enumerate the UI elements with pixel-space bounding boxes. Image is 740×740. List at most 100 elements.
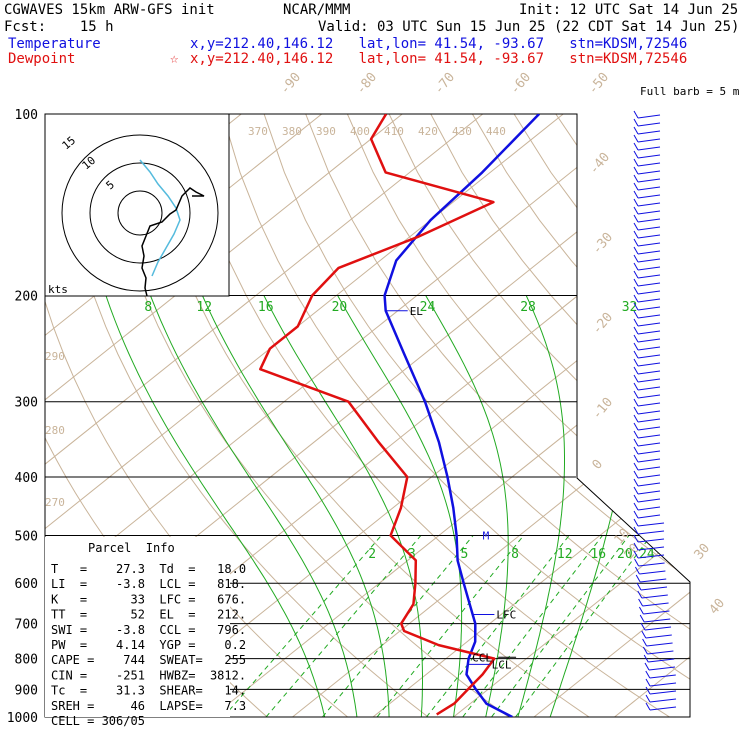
wind-barb-flag <box>633 470 639 479</box>
wind-barb <box>637 474 661 479</box>
wind-barb-flag <box>633 182 639 191</box>
dry-adiabat-line <box>513 114 690 717</box>
wind-barb-flag <box>633 414 639 423</box>
mixing-ratio-line <box>376 535 525 717</box>
theta-label-370: 370 <box>248 125 268 138</box>
isotherm-line <box>614 114 690 717</box>
isotherm-label--60: -60 <box>508 70 535 98</box>
wind-barb-flag <box>638 598 644 607</box>
isotherm-label--10: -10 <box>590 395 617 423</box>
mixing-label-5: 5 <box>460 547 468 562</box>
mixing-label-16: 16 <box>590 547 606 562</box>
level-marker-LCL: LCL <box>492 658 512 671</box>
level-marker-EL: EL <box>410 305 424 318</box>
wind-barb <box>647 650 674 655</box>
mixing-ratio-line <box>462 535 603 717</box>
mixing-label-20: 20 <box>617 547 633 562</box>
pressure-label-1000: 1000 <box>7 711 38 726</box>
wind-barb-flag <box>633 534 639 543</box>
isotherm-label--30: -30 <box>590 230 617 258</box>
wind-barb-flag <box>633 254 639 263</box>
wind-barb <box>637 458 661 463</box>
mixing-label-8: 8 <box>511 547 519 562</box>
wind-barb-flag <box>633 222 639 231</box>
isotherm-label--20: -20 <box>590 310 617 338</box>
wind-barb-flag <box>633 270 639 279</box>
theta-label-390: 390 <box>316 125 336 138</box>
wind-barb-flag <box>645 686 651 695</box>
theta-label-410: 410 <box>384 125 404 138</box>
forecast-hour: Fcst: 15 h <box>4 19 114 35</box>
wind-barb <box>637 186 661 191</box>
wind-barb-flag <box>633 438 639 447</box>
sounding-profiles <box>259 114 540 717</box>
dry-adiabat-line <box>471 114 690 717</box>
wind-barb <box>637 490 661 495</box>
dry-adiabat-line <box>263 114 690 717</box>
dewpoint-star-icon: ☆ <box>170 51 179 67</box>
wind-barb-flag <box>633 326 639 335</box>
isotherm-label--70: -70 <box>432 70 459 98</box>
wind-barb-flag <box>645 694 651 703</box>
wind-barb <box>637 138 661 143</box>
pressure-label-800: 800 <box>15 653 38 668</box>
wind-barb <box>640 578 667 583</box>
wind-barb-flag <box>633 230 639 239</box>
wind-barb-flag <box>633 294 639 303</box>
wind-barb <box>637 482 661 487</box>
wind-barb <box>637 250 661 255</box>
isotherm-label--40: -40 <box>587 150 614 178</box>
wind-barb-flag <box>633 318 639 327</box>
wind-barb <box>637 466 661 471</box>
pressure-label-400: 400 <box>15 471 38 486</box>
moist-label-28: 28 <box>520 300 536 315</box>
wind-barb <box>637 122 661 127</box>
wind-barb <box>637 394 661 399</box>
wind-barb-flag <box>633 398 639 407</box>
wind-barb-flag <box>633 502 639 511</box>
dry-adiabat-line <box>138 114 609 717</box>
wind-barb-flag <box>645 702 651 711</box>
isotherm-label--80: -80 <box>354 70 381 98</box>
mixing-ratio-line <box>265 535 422 717</box>
dry-adiabat-line <box>722 114 740 730</box>
wind-barb-flag <box>637 590 643 599</box>
wind-barb-flag <box>633 262 639 271</box>
parcel-row-6: CAPE = 744 SWEAT= 255 <box>51 653 246 667</box>
wind-barb <box>637 210 661 215</box>
wind-barb <box>637 530 665 535</box>
wind-barb-flag <box>633 358 639 367</box>
wind-barb <box>645 634 672 639</box>
wind-barb-flag <box>633 350 639 359</box>
wind-barb-flag <box>633 550 639 559</box>
wind-barb <box>637 554 665 559</box>
wind-barb-flag <box>633 214 639 223</box>
wind-barb <box>637 170 661 175</box>
wind-barb-flag <box>633 110 639 119</box>
wind-barb-flag <box>633 486 639 495</box>
dry-adiabat-line <box>0 114 37 730</box>
wind-barb-flag <box>633 510 639 519</box>
mixing-label-12: 12 <box>557 547 573 562</box>
hodograph-ring-15 <box>61 134 219 292</box>
wind-barb <box>637 506 661 511</box>
wind-barb <box>637 330 661 335</box>
wind-barb <box>637 306 661 311</box>
wind-barb-flag <box>633 430 639 439</box>
wind-barb <box>637 434 661 439</box>
parcel-info-panel: Parcel Info T = 27.3 Td = 18.0LI = -3.8 … <box>45 537 246 728</box>
wind-barb-flag <box>633 334 639 343</box>
wind-barb <box>637 114 661 119</box>
wind-barb-flag <box>633 446 639 455</box>
theta-side-label-270: 270 <box>45 496 65 509</box>
mixing-label-24: 24 <box>639 547 655 562</box>
wind-barb-flag <box>639 614 645 623</box>
dry-adiabat-line <box>305 114 690 717</box>
dry-adiabat-line <box>430 114 690 717</box>
wind-barb <box>637 226 661 231</box>
mixing-ratio-line <box>515 535 652 717</box>
wind-barb-flag <box>642 638 648 647</box>
wind-barb <box>637 178 661 183</box>
moist-label-20: 20 <box>332 300 348 315</box>
moist-label-32: 32 <box>622 300 638 315</box>
